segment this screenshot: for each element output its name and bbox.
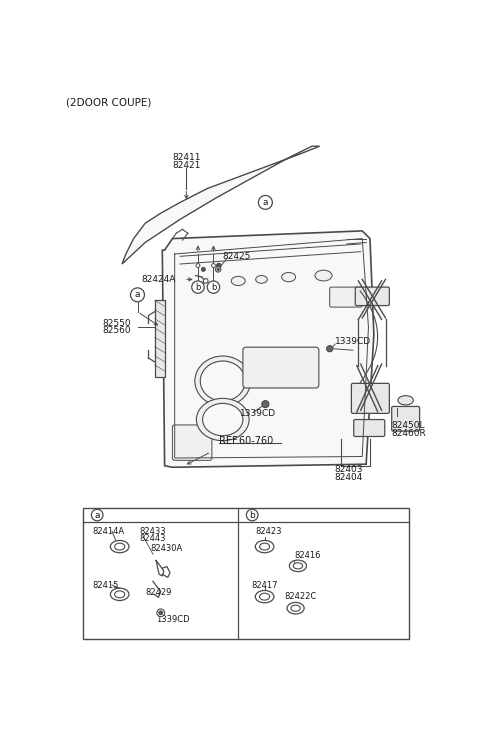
Ellipse shape	[255, 590, 274, 603]
Ellipse shape	[255, 540, 274, 553]
Bar	[83, 508, 409, 639]
Text: b: b	[211, 282, 216, 292]
Text: a: a	[263, 198, 268, 207]
Ellipse shape	[110, 588, 129, 601]
Ellipse shape	[287, 602, 304, 614]
Circle shape	[258, 195, 272, 209]
Text: 82422C: 82422C	[285, 592, 317, 601]
Circle shape	[202, 268, 205, 271]
Ellipse shape	[260, 593, 270, 600]
Circle shape	[131, 288, 144, 301]
Text: 82423: 82423	[255, 527, 282, 536]
Text: REF.60-760: REF.60-760	[219, 436, 273, 446]
Text: 82421: 82421	[172, 161, 201, 170]
Ellipse shape	[293, 563, 302, 569]
Text: 1339CD: 1339CD	[335, 337, 371, 346]
Bar	[155, 300, 165, 377]
Ellipse shape	[115, 591, 125, 598]
Text: 82429: 82429	[145, 588, 172, 597]
Text: 82414A: 82414A	[93, 527, 125, 536]
Text: 82550: 82550	[103, 319, 131, 328]
Ellipse shape	[203, 403, 243, 436]
FancyBboxPatch shape	[351, 383, 389, 413]
Ellipse shape	[110, 540, 129, 553]
Text: 82411: 82411	[172, 153, 201, 162]
Text: 1339CD: 1339CD	[156, 615, 190, 624]
Text: 82404: 82404	[334, 473, 362, 482]
Ellipse shape	[398, 396, 413, 405]
Ellipse shape	[115, 543, 125, 550]
Text: 82560: 82560	[103, 326, 131, 335]
Circle shape	[262, 401, 269, 408]
Ellipse shape	[289, 560, 306, 572]
Text: a: a	[95, 511, 100, 520]
Circle shape	[157, 609, 165, 617]
Circle shape	[192, 281, 204, 293]
FancyBboxPatch shape	[330, 287, 362, 307]
Ellipse shape	[195, 356, 251, 406]
Circle shape	[212, 264, 216, 268]
Ellipse shape	[282, 273, 296, 282]
FancyBboxPatch shape	[243, 347, 319, 388]
Text: b: b	[249, 511, 255, 520]
Circle shape	[216, 267, 221, 272]
Circle shape	[326, 346, 333, 352]
Text: 82403: 82403	[334, 465, 362, 474]
Text: 82443: 82443	[139, 534, 166, 543]
Text: 82430A: 82430A	[151, 544, 183, 553]
Text: (2DOOR COUPE): (2DOOR COUPE)	[66, 97, 152, 108]
Text: 82415: 82415	[93, 581, 119, 590]
Circle shape	[262, 401, 268, 408]
Circle shape	[91, 509, 103, 521]
Text: 82460R: 82460R	[392, 429, 426, 438]
Ellipse shape	[315, 270, 332, 281]
Circle shape	[246, 509, 258, 521]
FancyBboxPatch shape	[355, 287, 389, 306]
Ellipse shape	[231, 276, 245, 285]
Text: 1339CD: 1339CD	[240, 409, 276, 418]
Ellipse shape	[256, 276, 267, 283]
Text: 82425: 82425	[223, 252, 251, 261]
Text: 82416: 82416	[294, 551, 321, 560]
Circle shape	[196, 264, 200, 268]
FancyBboxPatch shape	[392, 406, 420, 431]
Circle shape	[217, 268, 219, 270]
Text: 82450L: 82450L	[392, 422, 425, 430]
Text: 82424A: 82424A	[142, 275, 176, 284]
FancyBboxPatch shape	[172, 425, 212, 461]
Ellipse shape	[260, 543, 270, 550]
Polygon shape	[122, 146, 320, 264]
Circle shape	[204, 279, 208, 283]
Text: a: a	[135, 290, 140, 299]
Circle shape	[159, 611, 163, 615]
FancyBboxPatch shape	[354, 419, 385, 436]
Ellipse shape	[200, 361, 245, 401]
Text: b: b	[195, 282, 201, 292]
Ellipse shape	[291, 605, 300, 611]
Polygon shape	[162, 231, 374, 467]
Ellipse shape	[196, 399, 249, 441]
Text: 82417: 82417	[252, 581, 278, 590]
Circle shape	[207, 281, 220, 293]
Circle shape	[216, 263, 221, 268]
Text: 82433: 82433	[139, 527, 166, 536]
